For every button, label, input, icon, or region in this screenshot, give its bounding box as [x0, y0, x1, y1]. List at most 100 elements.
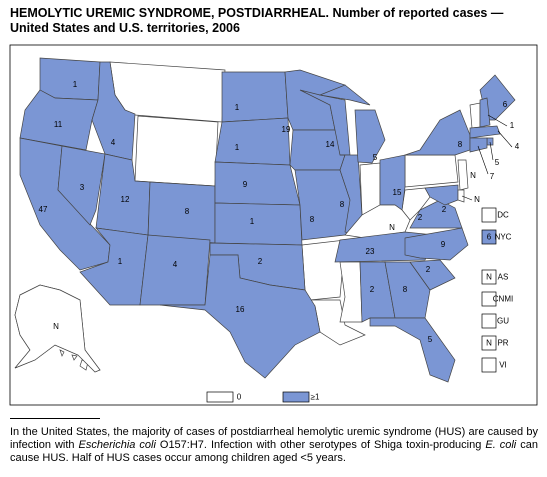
legend-label: 0 — [237, 393, 242, 402]
footnote-text: Escherichia coli — [78, 439, 156, 451]
state-label: 12 — [121, 195, 130, 204]
territory-box — [481, 313, 497, 329]
footnote-text: can cause HUS. Half of HUS cases occur a… — [10, 439, 538, 464]
state-label: 8 — [185, 207, 190, 216]
state-label: 9 — [243, 180, 248, 189]
state-label: 1 — [510, 121, 515, 130]
state — [91, 61, 136, 161]
legend-box — [206, 391, 234, 403]
state-label: 9 — [441, 240, 446, 249]
territory-name: PR — [497, 339, 508, 348]
state-label: 15 — [393, 188, 402, 197]
state-label: 1 — [250, 217, 255, 226]
state-label: 14 — [326, 140, 335, 149]
state-label: 8 — [310, 215, 315, 224]
rule — [10, 418, 100, 419]
state-label: 5 — [495, 158, 500, 167]
state-label: 2 — [426, 265, 431, 274]
territory-box — [481, 291, 497, 307]
state — [339, 261, 363, 323]
state-label: 19 — [282, 125, 291, 134]
state-label: 8 — [458, 140, 463, 149]
leader-line — [477, 145, 489, 175]
state — [404, 154, 459, 188]
state — [318, 84, 386, 164]
state — [19, 89, 99, 151]
footnote-text: In the United States, the majority of ca… — [10, 426, 538, 451]
state — [39, 57, 101, 101]
state-label: 5 — [428, 335, 433, 344]
state-label: 2 — [418, 213, 423, 222]
state — [469, 125, 501, 139]
territory-name: NYC — [495, 233, 512, 242]
state-label: N — [389, 223, 395, 232]
state-label: 1 — [235, 103, 240, 112]
state-label: 23 — [366, 247, 375, 256]
state — [214, 202, 303, 246]
state — [379, 154, 406, 211]
state — [159, 254, 321, 379]
island — [71, 354, 78, 361]
state-label: 1 — [73, 80, 78, 89]
state — [469, 137, 488, 153]
state — [384, 261, 431, 319]
state — [457, 189, 465, 203]
state — [424, 184, 459, 206]
leader-line — [461, 195, 473, 201]
state-label: 2 — [258, 257, 263, 266]
state-label: 2 — [442, 205, 447, 214]
territory-box — [481, 269, 497, 285]
state-label: 8 — [403, 285, 408, 294]
leader-line — [489, 141, 494, 161]
territory-name: DC — [497, 211, 509, 220]
state-label: 3 — [80, 183, 85, 192]
state — [214, 117, 291, 166]
state-label: 2 — [370, 285, 375, 294]
state-label: 11 — [54, 120, 63, 129]
footnote-text: E. coli — [485, 439, 517, 451]
title-line: United States and U.S. territories, 2006 — [10, 21, 240, 35]
state — [409, 259, 456, 291]
title-line: HEMOLYTIC UREMIC SYNDROME, POSTDIARRHEAL… — [10, 6, 504, 20]
territory-box — [481, 335, 497, 351]
island — [59, 349, 65, 357]
territory-box — [481, 229, 497, 245]
state-label: 1 — [235, 143, 240, 152]
territory-name: VI — [499, 361, 507, 370]
state-label: 5 — [373, 153, 378, 162]
state-label: 6 — [503, 100, 508, 109]
state — [57, 145, 106, 226]
state — [479, 97, 491, 128]
map: 11147341281411912161998148515N2328529228… — [9, 44, 538, 406]
state-label: N — [53, 322, 59, 331]
leader-line — [487, 114, 508, 127]
legend-box — [282, 391, 310, 403]
state — [221, 71, 289, 123]
territory-label: N — [486, 339, 492, 348]
state-label: 7 — [490, 172, 495, 181]
state-label: N — [470, 171, 476, 180]
territory-box — [481, 357, 497, 373]
map-frame — [9, 44, 538, 406]
state-label: 4 — [173, 260, 178, 269]
territory-box — [481, 207, 497, 223]
state — [469, 102, 481, 129]
state — [486, 137, 494, 146]
state — [339, 154, 363, 236]
state — [134, 115, 219, 187]
territory-label: 6 — [487, 233, 492, 242]
territory-label: N — [486, 273, 492, 282]
state — [139, 234, 211, 306]
state — [147, 181, 216, 244]
territory-name: GU — [497, 317, 509, 326]
state — [214, 161, 301, 206]
legend-label: ≥1 — [311, 393, 320, 402]
footnote-text: O157:H7. Infection with other serotypes … — [155, 439, 486, 451]
title: HEMOLYTIC UREMIC SYNDROME, POSTDIARRHEAL… — [10, 6, 540, 36]
state-label: 47 — [39, 205, 48, 214]
state — [457, 159, 469, 191]
state-label: 4 — [515, 142, 520, 151]
state-label: 8 — [340, 200, 345, 209]
state — [14, 284, 101, 373]
